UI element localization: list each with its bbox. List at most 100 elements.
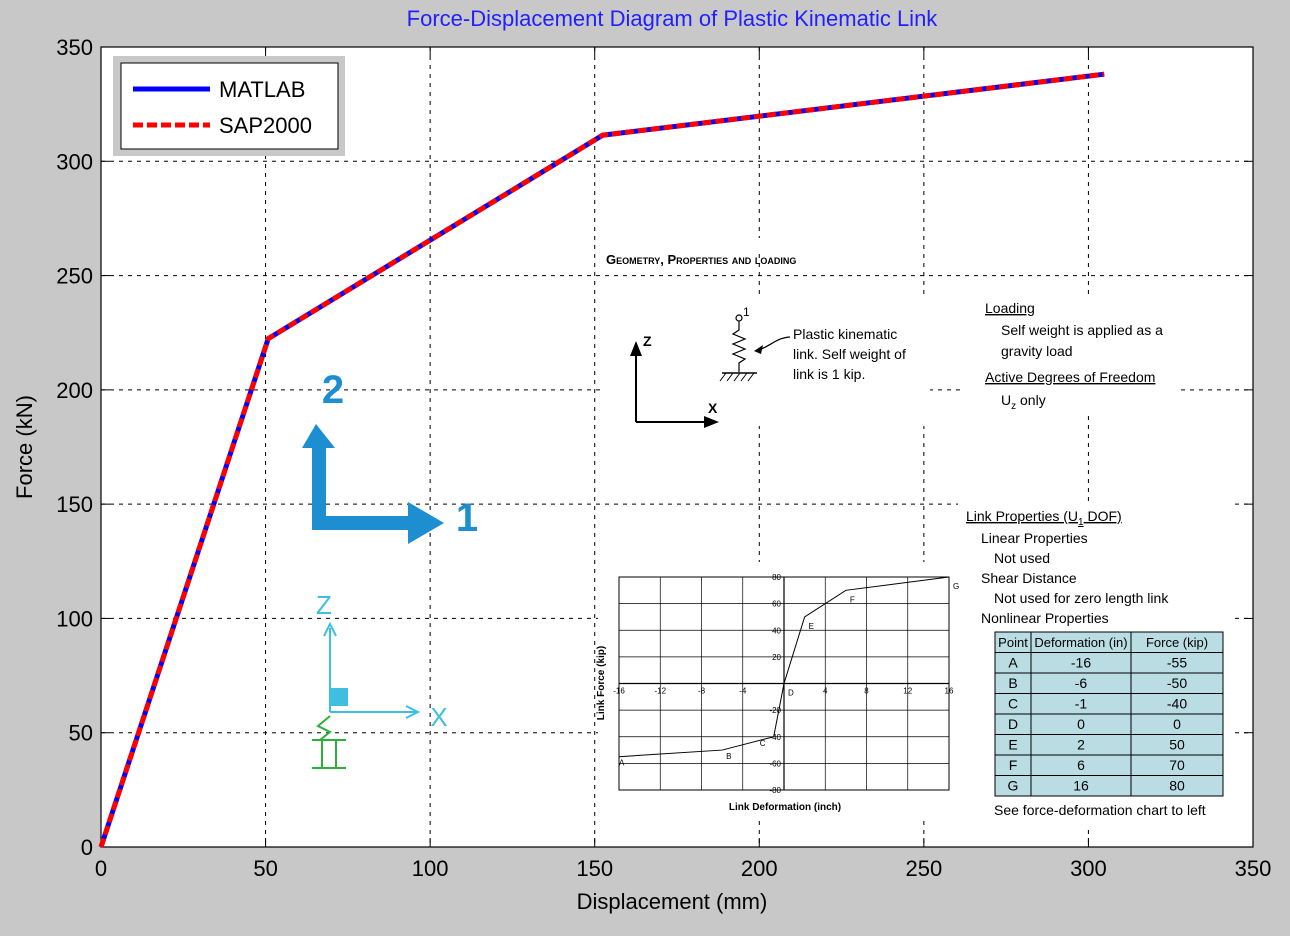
mini-x-tick-label: 16 xyxy=(945,687,954,696)
y-tick-label: 50 xyxy=(69,721,93,746)
x-axis-ticks: 0 50 100 150 200 250 300 350 xyxy=(95,47,1271,881)
link-properties-title: Link Properties (U1 DOF) xyxy=(966,508,1122,528)
table-cell-text: -40 xyxy=(1167,696,1187,712)
series-line-sap2000 xyxy=(98,71,1105,848)
loading-section: Loading Self weight is applied as a grav… xyxy=(985,300,1163,412)
table-footer: See force-deformation chart to left xyxy=(994,802,1206,818)
mini-curve xyxy=(618,576,950,758)
overlay-panel xyxy=(596,238,888,254)
x-tick-label: 150 xyxy=(576,856,613,881)
x-tick-label: 0 xyxy=(95,856,107,881)
mini-y-tick-label: -60 xyxy=(769,759,781,768)
sketch-x-label: X xyxy=(708,400,718,416)
table-cell-text: 80 xyxy=(1169,778,1185,794)
x-tick-label: 50 xyxy=(253,856,277,881)
overlay-panel xyxy=(600,298,930,426)
table-cell-text: 2 xyxy=(1077,737,1085,753)
mini-point-label: G xyxy=(953,582,959,591)
table-cell-text: F xyxy=(1009,757,1018,773)
x-tick-label: 300 xyxy=(1070,856,1107,881)
loading-line: Self weight is applied as a xyxy=(1001,322,1163,338)
overlay-panel xyxy=(960,296,1180,416)
loading-title: Loading xyxy=(985,300,1035,316)
mini-x-tick-label: 8 xyxy=(864,687,869,696)
chart-title: Force-Displacement Diagram of Plastic Ki… xyxy=(407,6,939,31)
mini-x-tick-label: -12 xyxy=(654,687,666,696)
y-tick-label: 100 xyxy=(56,606,93,631)
mini-x-tick-label: 4 xyxy=(823,687,828,696)
link-properties-line: Not used for zero length link xyxy=(994,590,1169,606)
mini-y-tick-label: 80 xyxy=(772,573,781,582)
mini-y-tick-label: -40 xyxy=(769,733,781,742)
node-label: 1 xyxy=(743,305,750,319)
link-properties-section: Link Properties (U1 DOF) Linear Properti… xyxy=(966,508,1224,818)
triad-small: Z X xyxy=(312,590,448,769)
table-cell-text: 16 xyxy=(1073,778,1089,794)
table-cell-text: 0 xyxy=(1077,716,1085,732)
y-tick-label: 200 xyxy=(56,378,93,403)
loading-line: gravity load xyxy=(1001,343,1073,359)
mini-point-label: B xyxy=(726,752,731,761)
table-cell-text: -16 xyxy=(1071,655,1091,671)
spring-icon xyxy=(731,321,747,372)
mini-x-tick-label: -8 xyxy=(698,687,706,696)
y-tick-label: 150 xyxy=(56,492,93,517)
triad-axis2-arrow xyxy=(302,424,335,526)
triad-small-z-label: Z xyxy=(316,590,332,620)
mini-y-tick-label: 20 xyxy=(772,653,781,662)
link-properties-line: Linear Properties xyxy=(981,530,1088,546)
x-axis-label: Displacement (mm) xyxy=(577,889,768,914)
table-cell xyxy=(1130,775,1224,797)
mini-x-tick-label: -4 xyxy=(739,687,747,696)
legend-label-sap2000: SAP2000 xyxy=(219,113,312,138)
geometry-sketch: Geometry, Properties and loading Z X 1 P… xyxy=(606,252,906,428)
mini-y-axis-label: Link Force (kip) xyxy=(596,646,607,720)
link-note-line: link is 1 kip. xyxy=(793,366,865,382)
table-cell-text: -50 xyxy=(1167,675,1187,691)
mini-point-label: F xyxy=(850,595,855,604)
link-properties-line: Not used xyxy=(994,550,1050,566)
mini-x-tick-label: -16 xyxy=(613,687,625,696)
mini-y-tick-label: 60 xyxy=(772,600,781,609)
geometry-heading: Geometry, Properties and loading xyxy=(606,252,796,267)
triad-axis2-label: 2 xyxy=(322,368,344,412)
table-cell-text: 6 xyxy=(1077,757,1085,773)
link-note-line: link. Self weight of xyxy=(793,346,906,362)
mini-y-tick-label: -20 xyxy=(769,706,781,715)
table-header-text: Force (kip) xyxy=(1146,635,1208,650)
x-tick-label: 100 xyxy=(412,856,449,881)
mini-x-axis-label: Link Deformation (inch) xyxy=(729,802,841,813)
triad-small-x-label: X xyxy=(430,702,447,732)
mini-x-tick-label: 12 xyxy=(903,687,912,696)
y-tick-label: 0 xyxy=(81,835,93,860)
table-cell-text: B xyxy=(1008,675,1017,691)
sketch-z-label: Z xyxy=(643,333,652,349)
table-cell-text: 0 xyxy=(1173,716,1181,732)
table-cell-text: 50 xyxy=(1169,737,1185,753)
table-cell-text: -6 xyxy=(1075,675,1088,691)
table-header-text: Deformation (in) xyxy=(1034,635,1127,650)
triad-axis1-label: 1 xyxy=(456,496,478,540)
y-axis-label: Force (kN) xyxy=(12,395,37,499)
x-tick-label: 200 xyxy=(741,856,778,881)
table-cell-text: E xyxy=(1008,737,1017,753)
table-cell-text: 70 xyxy=(1169,757,1185,773)
table-cell-text: C xyxy=(1008,696,1018,712)
table-cell-text: A xyxy=(1008,655,1018,671)
dof-value: Uz only xyxy=(1001,392,1046,412)
link-note-line: Plastic kinematic xyxy=(793,326,897,342)
mini-force-deformation-chart: -16 -12 -8 -4 4 8 12 16 -80 -60 -40 -20 20 40 60 80 A B C… xyxy=(596,573,959,813)
link-properties-line: Nonlinear Properties xyxy=(981,610,1109,626)
triad-large: 2 1 xyxy=(302,368,478,544)
x-tick-label: 350 xyxy=(1235,856,1272,881)
table-cell-text: -55 xyxy=(1167,655,1187,671)
link-properties-table: Point Deformation (in) Force (kip)A -16 -55B… xyxy=(994,631,1224,797)
y-tick-label: 250 xyxy=(56,264,93,289)
mini-y-tick-label: 40 xyxy=(772,626,781,635)
table-cell-text: D xyxy=(1008,716,1018,732)
y-tick-label: 350 xyxy=(56,35,93,60)
mini-point-label: D xyxy=(788,689,794,698)
triad-axis1-arrow xyxy=(408,502,444,544)
